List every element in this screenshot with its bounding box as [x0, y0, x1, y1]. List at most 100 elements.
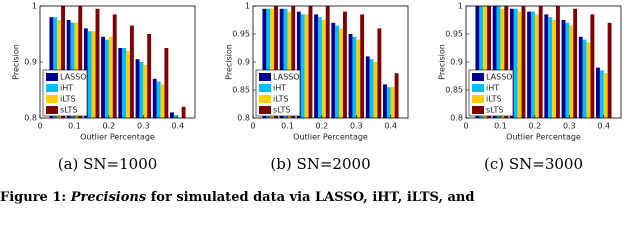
bar	[296, 11, 301, 119]
bar	[181, 106, 186, 118]
legend-swatch	[46, 106, 58, 114]
legend-label: sLTS	[273, 106, 291, 115]
bar	[108, 36, 113, 118]
y-tick-label: 0.95	[232, 30, 250, 39]
legend-swatch	[259, 106, 271, 114]
legend-swatch	[46, 73, 58, 81]
legend-swatch	[472, 73, 484, 81]
bar	[548, 17, 553, 119]
y-axis-label: Precision	[438, 44, 447, 80]
bar	[49, 17, 54, 119]
bar	[365, 56, 370, 118]
bar	[152, 78, 157, 118]
bar	[173, 115, 178, 118]
bar	[87, 31, 92, 119]
bar	[348, 34, 353, 118]
bar	[318, 17, 322, 119]
bar	[101, 36, 106, 118]
bar	[373, 62, 378, 118]
x-tick-label: 0.1	[68, 122, 81, 131]
x-tick-label: 0.2	[316, 122, 329, 131]
bar	[599, 70, 604, 118]
subcaption: (b) SN=2000	[270, 155, 370, 173]
bar	[573, 8, 578, 118]
bar	[390, 87, 395, 118]
bar	[304, 14, 309, 118]
legend-swatch	[472, 106, 484, 114]
bar	[565, 22, 570, 118]
bar	[492, 6, 497, 118]
bar	[521, 6, 526, 118]
legend-label: iHT	[60, 84, 73, 93]
bar	[66, 20, 71, 118]
y-tick-label: 0.8	[24, 114, 37, 123]
bar	[118, 48, 123, 118]
bar	[122, 48, 127, 118]
bar	[287, 11, 292, 119]
panel: 0.8 0.85 0.9 0.95 1 0 0.1 0.2 0.3 0.4 Outlier Perc…	[225, 2, 409, 173]
y-tick-label: 0.9	[24, 58, 37, 67]
bar	[504, 6, 509, 118]
bar	[544, 14, 549, 118]
x-tick-label: 0.4	[597, 122, 610, 131]
y-tick-label: 0.85	[232, 86, 250, 95]
x-tick-label: 0	[250, 122, 255, 131]
bar	[534, 14, 539, 118]
bar	[53, 17, 58, 119]
caption: Figure 1: Precisions for simulated data …	[0, 190, 640, 205]
bar	[538, 6, 543, 118]
bar	[578, 36, 583, 118]
x-axis-label: Outlier Percentage	[506, 133, 581, 142]
figure: 0.8 0.9 1 0 0.1 0.2 0.3 0.4 Outlier Percentage Pr…	[0, 2, 640, 205]
bar	[91, 31, 96, 119]
y-tick-label: 0.8	[450, 114, 463, 123]
x-tick-label: 0	[37, 122, 42, 131]
legend-label: iLTS	[60, 95, 76, 104]
subcaption: (a) SN=1000	[58, 155, 158, 173]
bar	[603, 73, 608, 118]
bar	[331, 22, 336, 118]
legend-label: iHT	[486, 84, 499, 93]
panel: 0.8 0.85 0.9 0.95 1 0 0.1 0.2 0.3 0.4 Outlier Perc…	[438, 2, 622, 173]
bar	[386, 87, 391, 118]
bar	[78, 6, 83, 118]
legend-swatch	[259, 84, 271, 92]
bar	[270, 8, 275, 118]
bar	[308, 6, 313, 118]
bar	[164, 48, 169, 118]
bar	[274, 6, 278, 118]
bar	[561, 20, 566, 118]
bar	[383, 84, 387, 118]
bar	[513, 8, 518, 118]
legend-label: LASSO	[486, 73, 513, 82]
bar	[527, 11, 532, 119]
bar	[475, 6, 480, 118]
x-tick-label: 0.4	[384, 122, 397, 131]
legend-label: sLTS	[486, 106, 504, 115]
legend-label: iHT	[273, 84, 286, 93]
bar	[590, 14, 595, 118]
bar	[300, 14, 305, 118]
legend-label: iLTS	[486, 95, 502, 104]
bar	[479, 6, 484, 118]
bar	[147, 34, 152, 118]
bar	[531, 11, 535, 119]
bar	[314, 14, 319, 118]
bar	[112, 14, 117, 118]
bar	[129, 25, 134, 119]
legend-swatch	[472, 95, 484, 103]
panel: 0.8 0.9 1 0 0.1 0.2 0.3 0.4 Outlier Percentage Pr…	[12, 2, 196, 173]
bar	[552, 20, 556, 118]
caption-emph: Precisions	[70, 190, 147, 205]
y-tick-label: 1	[245, 2, 250, 11]
bar	[352, 36, 357, 118]
legend-label: LASSO	[273, 73, 300, 82]
bar	[342, 11, 347, 119]
y-tick-label: 0.8	[237, 114, 250, 123]
bar	[262, 8, 267, 118]
legend-swatch	[259, 73, 271, 81]
bar	[126, 50, 130, 118]
bar	[596, 67, 600, 118]
legend-swatch	[472, 84, 484, 92]
bar	[483, 6, 488, 118]
